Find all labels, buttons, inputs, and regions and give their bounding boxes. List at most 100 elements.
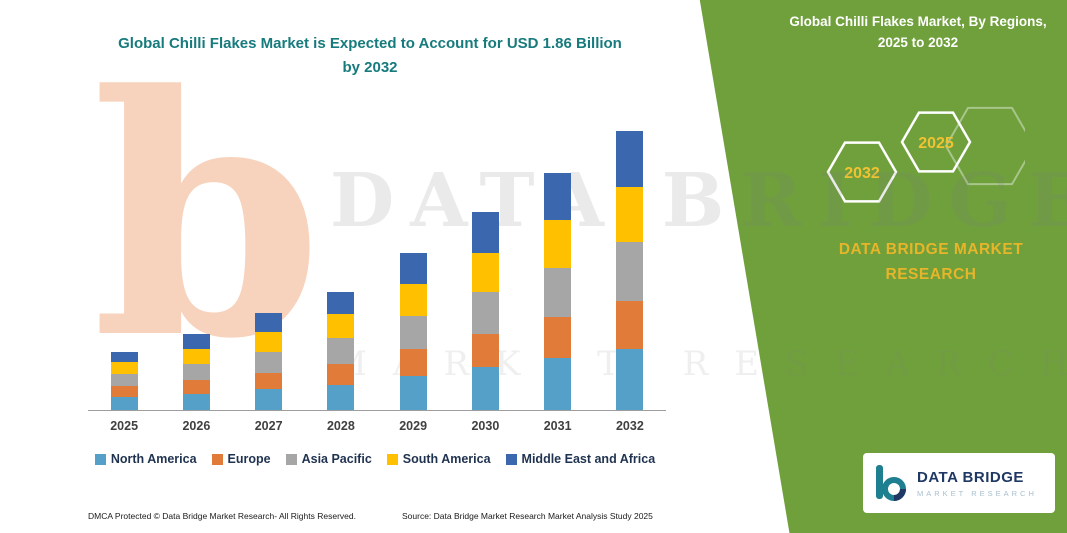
legend: North America Europe Asia Pacific South Ame…	[60, 452, 690, 466]
x-axis-label: 2025	[110, 419, 139, 433]
legend-item: South America	[386, 452, 491, 466]
bars	[88, 124, 666, 410]
bar-column	[377, 124, 449, 410]
brand-text-line1: DATA BRIDGE MARKET	[838, 241, 1024, 258]
bar-segment	[110, 386, 138, 397]
bar-segment	[255, 332, 283, 352]
panel-heading: Global Chilli Flakes Market, By Regions,…	[789, 14, 1047, 50]
bar-segment	[399, 375, 427, 410]
bar-segment	[399, 348, 427, 376]
bar-segment	[616, 242, 644, 301]
bar-segment	[327, 384, 355, 410]
stacked-bar-2032	[616, 131, 644, 410]
bar-column	[233, 124, 305, 410]
bar-segment	[399, 284, 427, 316]
bar-segment	[327, 338, 355, 364]
bar-segment	[471, 333, 499, 367]
bar-segment	[255, 389, 283, 410]
x-axis-labels: 2025 2026 2027 2028 2029 2030 2031 2032	[88, 412, 666, 433]
bar-segment	[544, 219, 572, 268]
bar-segment	[182, 333, 210, 349]
bar-segment	[182, 380, 210, 394]
bar-segment	[471, 252, 499, 292]
databridge-logo-icon	[876, 465, 906, 501]
bar-segment	[255, 312, 283, 332]
bar-column	[305, 124, 377, 410]
legend-swatch	[386, 453, 398, 465]
bar-segment	[327, 291, 355, 314]
bar-segment	[471, 366, 499, 410]
stacked-bar-2025	[110, 351, 138, 410]
hexagon-2032-year: 2032	[844, 165, 880, 182]
x-axis-label: 2027	[254, 419, 283, 433]
logo-subtitle: MARKET RESEARCH	[917, 488, 1037, 498]
bar-segment	[255, 372, 283, 389]
legend-item: Asia Pacific	[285, 452, 372, 466]
bar-segment	[399, 315, 427, 349]
bar-segment	[110, 396, 138, 410]
bar-segment	[616, 300, 644, 349]
legend-swatch	[285, 453, 297, 465]
stacked-bar-2026	[182, 333, 210, 410]
brand-text: DATA BRIDGE MARKET RESEARCH	[800, 238, 1062, 288]
hexagon-faint	[944, 106, 1025, 186]
logo-name: DATA BRIDGE	[917, 468, 1024, 486]
legend-item: Middle East and Africa	[505, 452, 656, 466]
bar-segment	[110, 362, 138, 374]
x-axis-label: 2026	[182, 419, 211, 433]
stacked-bar-2031	[544, 173, 572, 410]
bar-segment	[544, 317, 572, 358]
x-axis-label: 2031	[543, 419, 572, 433]
bar-segment	[110, 351, 138, 362]
legend-label: Middle East and Africa	[521, 452, 656, 466]
legend-label: Europe	[227, 452, 271, 466]
bar-segment	[399, 252, 427, 284]
logo-card: DATA BRIDGE MARKET RESEARCH	[863, 453, 1055, 513]
plot-area	[88, 124, 666, 411]
bar-segment	[471, 291, 499, 334]
hexagon-badges: 2032 2025	[826, 106, 1025, 203]
bar-column	[449, 124, 521, 410]
bar-segment	[255, 351, 283, 373]
bar-column	[88, 124, 160, 410]
logo-texts: DATA BRIDGE MARKET RESEARCH	[917, 469, 1037, 498]
x-axis-label: 2029	[399, 419, 428, 433]
legend-label: Asia Pacific	[301, 452, 372, 466]
stacked-bar-2028	[327, 291, 355, 410]
bar-segment	[544, 357, 572, 410]
bar-segment	[544, 267, 572, 317]
legend-item: Europe	[211, 452, 271, 466]
bar-segment	[110, 374, 138, 386]
hexagon-2032	[826, 141, 898, 203]
bar-segment	[182, 393, 210, 410]
bar-column	[522, 124, 594, 410]
legend-swatch	[505, 453, 517, 465]
brand-text-line2: RESEARCH	[885, 265, 977, 283]
bar-segment	[616, 131, 644, 187]
footer-source: Source: Data Bridge Market Research Mark…	[402, 511, 653, 521]
bar-segment	[327, 314, 355, 338]
stacked-bar-2030	[471, 212, 499, 410]
bar-segment	[616, 186, 644, 242]
bar-segment	[182, 363, 210, 380]
x-axis-label: 2028	[326, 419, 355, 433]
legend-swatch	[211, 453, 223, 465]
legend-label: North America	[110, 452, 197, 466]
stacked-bar-2029	[399, 252, 427, 410]
hexagon-2025	[900, 111, 972, 173]
legend-swatch	[94, 453, 106, 465]
stacked-bar-2027	[255, 312, 283, 410]
side-panel: Global Chilli Flakes Market, By Regions,…	[699, 0, 1067, 533]
chart-title: Global Chilli Flakes Market is Expected …	[118, 35, 622, 76]
bar-segment	[471, 212, 499, 253]
bar-column	[160, 124, 232, 410]
footer-dmca: DMCA Protected © Data Bridge Market Rese…	[88, 511, 356, 521]
hexagon-2025-year: 2025	[918, 135, 954, 152]
legend-label: South America	[402, 452, 491, 466]
legend-item: North America	[94, 452, 197, 466]
bar-segment	[544, 173, 572, 220]
bar-column	[594, 124, 666, 410]
x-axis-label: 2032	[615, 419, 644, 433]
bar-segment	[327, 363, 355, 385]
